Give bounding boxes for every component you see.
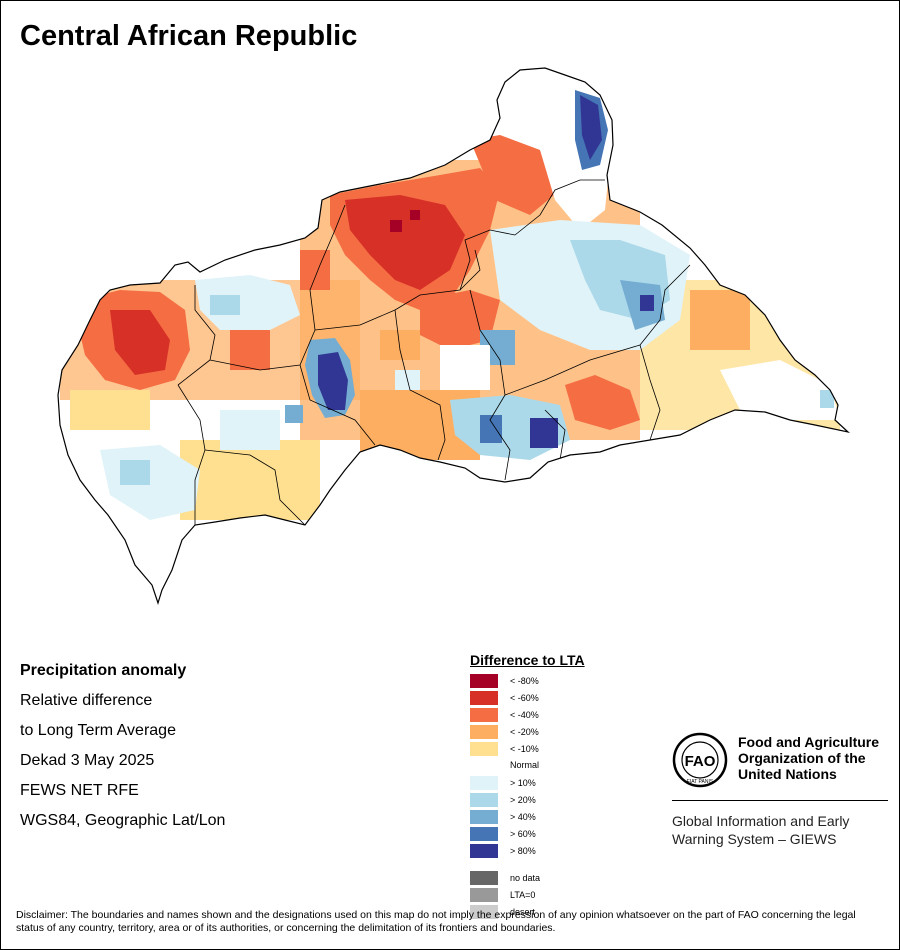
legend-label: desert xyxy=(510,906,536,917)
legend-item: > 60% xyxy=(470,825,585,842)
legend-item: > 80% xyxy=(470,842,585,859)
legend-label: > 80% xyxy=(510,845,536,856)
legend-swatch xyxy=(470,741,498,756)
legend-label: > 60% xyxy=(510,828,536,839)
legend-item: < -10% xyxy=(470,740,585,757)
fao-emblem-text: FAO xyxy=(685,753,716,770)
fao-name: Food and Agriculture Organization of the… xyxy=(738,734,880,782)
legend-swatch xyxy=(470,792,498,807)
legend-swatch xyxy=(470,673,498,688)
legend-swatch xyxy=(470,843,498,858)
legend-item: < -60% xyxy=(470,689,585,706)
legend-item: < -80% xyxy=(470,672,585,689)
legend-item: LTA=0 xyxy=(470,886,585,903)
legend-label: LTA=0 xyxy=(510,889,536,900)
legend-swatch xyxy=(470,870,498,885)
legend-item: > 40% xyxy=(470,808,585,825)
legend-label: < -60% xyxy=(510,692,539,703)
fao-emblem-icon: FAO FIAT PANIS xyxy=(672,732,728,788)
legend-label: < -20% xyxy=(510,726,539,737)
legend-label: no data xyxy=(510,872,541,883)
legend-swatch xyxy=(470,887,498,902)
legend-item: > 10% xyxy=(470,774,585,791)
legend-label: < -40% xyxy=(510,709,539,720)
fao-divider xyxy=(672,800,888,801)
info-line: WGS84, Geographic Lat/Lon xyxy=(20,812,226,829)
info-line: FEWS NET RFE xyxy=(20,782,139,799)
info-heading: Precipitation anomaly xyxy=(20,662,187,679)
legend-label: > 40% xyxy=(510,811,536,822)
legend-label: < -80% xyxy=(510,675,539,686)
legend-item: > 20% xyxy=(470,791,585,808)
legend-swatch xyxy=(470,775,498,790)
legend-swatch xyxy=(470,690,498,705)
legend-item: desert xyxy=(470,903,585,920)
info-line: to Long Term Average xyxy=(20,722,176,739)
legend-label: > 20% xyxy=(510,794,536,805)
legend-item: no data xyxy=(470,869,585,886)
legend-item: < -40% xyxy=(470,706,585,723)
legend-swatch xyxy=(470,826,498,841)
legend-swatch xyxy=(470,707,498,722)
legend-swatch xyxy=(470,809,498,824)
anomaly-map xyxy=(57,67,849,604)
legend: Difference to LTA < -80% < -60% < -40% < -2… xyxy=(470,652,585,920)
legend-item: < -20% xyxy=(470,723,585,740)
legend-title: Difference to LTA xyxy=(470,652,585,668)
legend-normal: Normal xyxy=(510,760,540,770)
legend-swatch xyxy=(470,724,498,739)
map-title: Central African Republic xyxy=(20,20,358,52)
map-info: Precipitation anomaly Relative differenc… xyxy=(20,656,225,836)
disclaimer: Disclaimer: The boundaries and names sho… xyxy=(16,909,856,934)
info-line: Relative difference xyxy=(20,692,153,709)
legend-swatch xyxy=(470,904,498,919)
fao-emblem-motto: FIAT PANIS xyxy=(687,779,714,785)
giews-name: Global Information and Early Warning Sys… xyxy=(672,813,850,847)
legend-label: < -10% xyxy=(510,743,539,754)
legend-label: > 10% xyxy=(510,777,536,788)
info-line: Dekad 3 May 2025 xyxy=(20,752,155,769)
fao-block: FAO FIAT PANIS Food and Agriculture Orga… xyxy=(672,732,888,847)
